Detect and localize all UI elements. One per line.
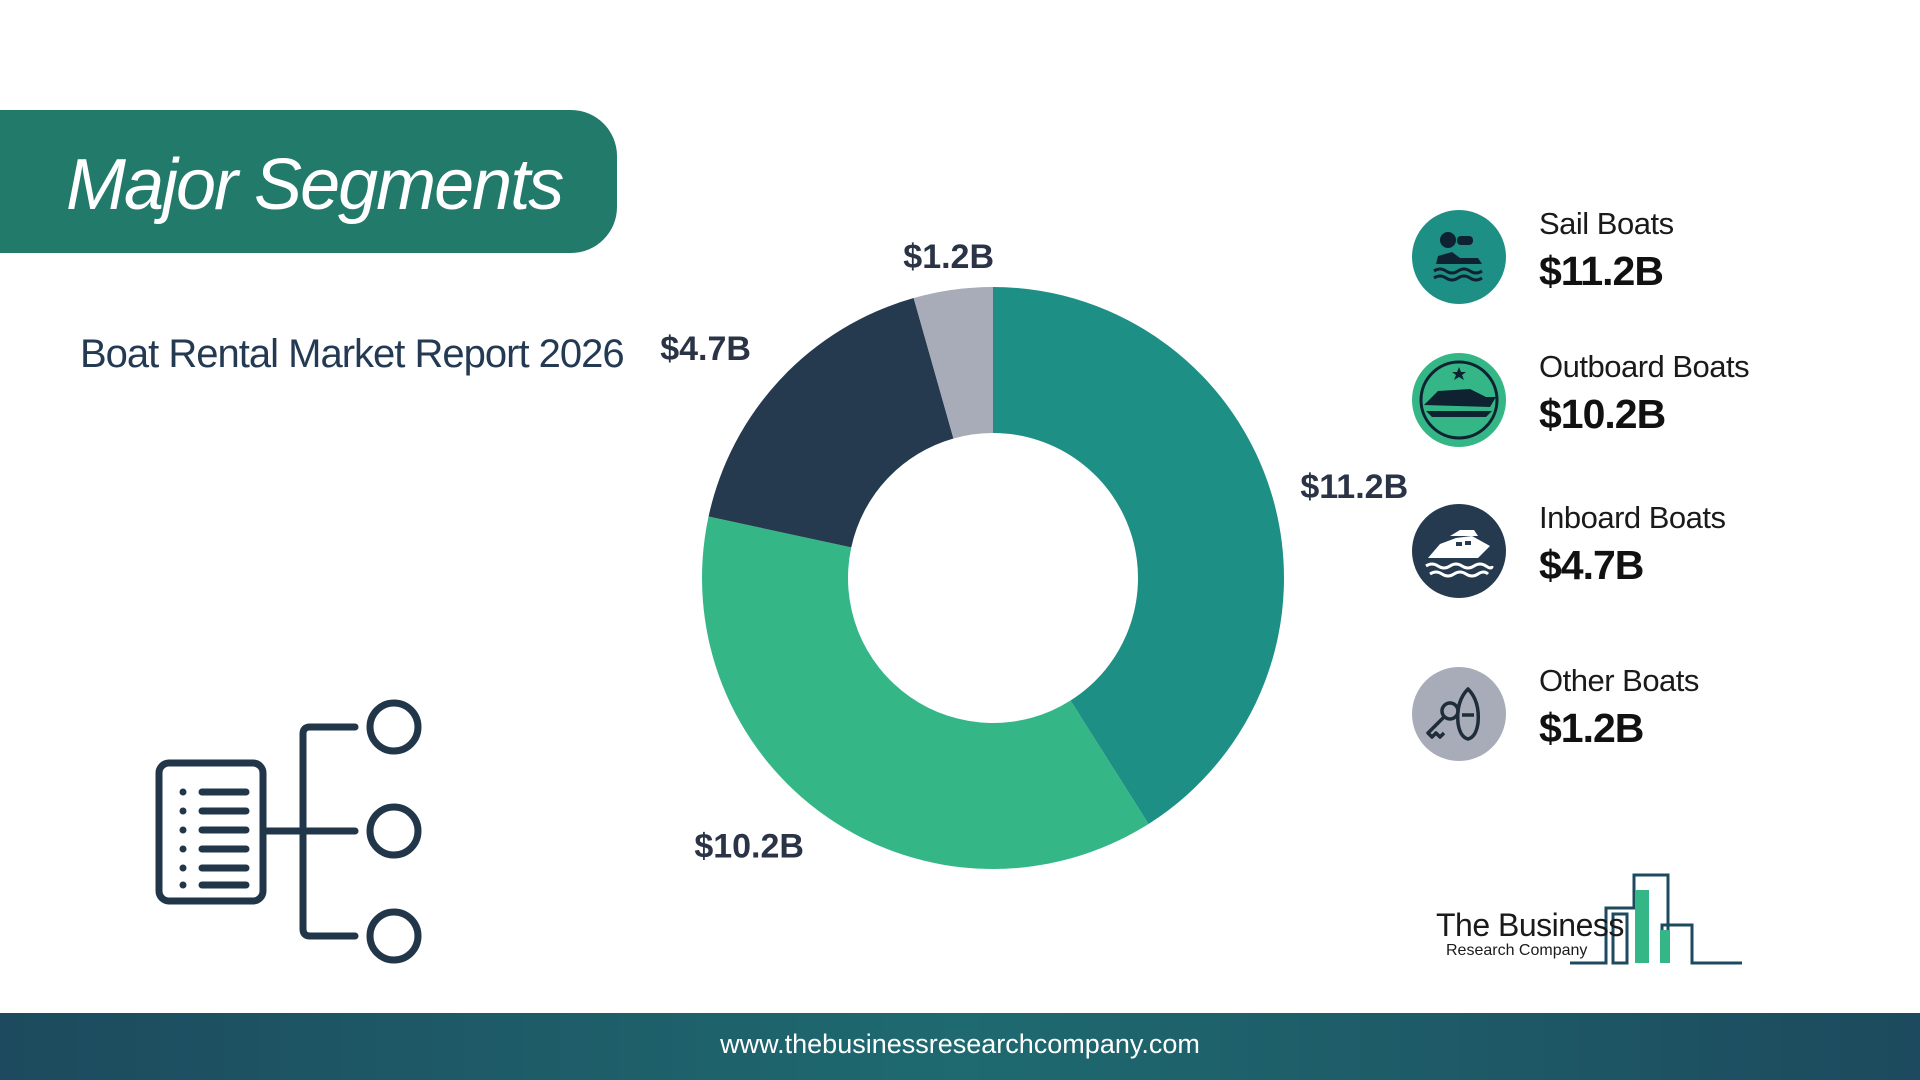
yacht-icon	[1412, 504, 1506, 598]
title-banner: Major Segments	[0, 110, 617, 253]
jet-ski-icon	[1412, 210, 1506, 304]
segments-icon	[150, 690, 440, 970]
donut-slice-other-boats	[913, 287, 993, 439]
donut-slice-outboard-boats	[702, 516, 1149, 869]
data-label-outboard-boats: $10.2B	[694, 827, 804, 865]
page-subtitle: Boat Rental Market Report 2026	[80, 332, 625, 376]
legend-item-other-boats: Other Boats $1.2B	[1412, 657, 1882, 767]
donut-slice-inboard-boats	[708, 298, 954, 548]
speedboat-icon	[1412, 353, 1506, 447]
legend-value: $11.2B	[1539, 248, 1664, 294]
legend-value: $4.7B	[1539, 542, 1644, 588]
legend-item-inboard-boats: Inboard Boats $4.7B	[1412, 494, 1882, 604]
legend-value: $1.2B	[1539, 705, 1644, 751]
logo-line-1: The Business	[1436, 907, 1624, 943]
page-title: Major Segments	[66, 145, 564, 225]
company-logo: The Business Research Company	[1430, 870, 1750, 970]
boat-key-icon	[1412, 667, 1506, 761]
legend-label: Inboard Boats	[1539, 500, 1726, 535]
legend-item-outboard-boats: Outboard Boats $10.2B	[1412, 343, 1882, 453]
legend-label: Sail Boats	[1539, 206, 1674, 241]
footer-bar: www.thebusinessresearchcompany.com	[0, 1013, 1920, 1080]
legend-item-sail-boats: Sail Boats $11.2B	[1412, 200, 1882, 310]
data-label-other-boats: $1.2B	[903, 238, 994, 276]
legend-label: Other Boats	[1539, 663, 1699, 698]
donut-slice-sail-boats	[993, 287, 1284, 824]
logo-line-2: Research Company	[1446, 942, 1588, 959]
data-label-inboard-boats: $4.7B	[660, 330, 751, 368]
footer-url[interactable]: www.thebusinessresearchcompany.com	[720, 1029, 1200, 1059]
data-label-sail-boats: $11.2B	[1300, 468, 1408, 506]
legend-value: $10.2B	[1539, 391, 1666, 437]
legend-label: Outboard Boats	[1539, 349, 1750, 384]
